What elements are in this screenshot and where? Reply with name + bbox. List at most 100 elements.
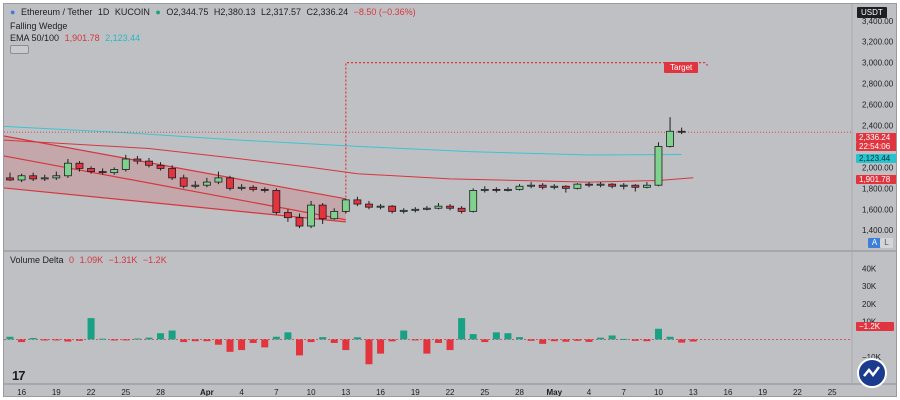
pattern-label: Falling Wedge — [10, 21, 68, 31]
pattern-legend[interactable]: Falling Wedge — [10, 21, 70, 31]
candle — [145, 160, 153, 166]
log-scale-button[interactable]: L — [880, 238, 893, 248]
time-tick-label: 10 — [654, 388, 663, 397]
volume-tick-label: 40K — [862, 264, 877, 273]
candle — [52, 175, 61, 179]
symbol-legend: ● Ethereum / Tether 1D KUCOIN ● O2,344.7… — [10, 7, 419, 17]
price-chart-svg[interactable]: 1,400.001,600.001,800.002,000.002,200.00… — [4, 4, 897, 397]
time-tick-label: 22 — [793, 388, 802, 397]
volume-bar — [585, 339, 593, 342]
volume-bar — [191, 339, 199, 342]
volume-bar — [342, 339, 350, 351]
volume-bar — [168, 330, 176, 340]
volume-bar — [18, 339, 26, 343]
price-tick-label: 2,600.00 — [862, 101, 894, 110]
volume-bar — [550, 339, 558, 342]
volume-bar — [527, 339, 535, 341]
pair-title[interactable]: Ethereum / Tether — [20, 7, 93, 17]
candle — [341, 199, 350, 212]
volume-bar — [643, 339, 651, 342]
ema50-price-label: 1,901.78 — [856, 175, 896, 184]
interval-label[interactable]: 1D — [97, 7, 110, 17]
ema100-price-label: 2,123.44 — [856, 154, 896, 163]
volume-bar — [516, 337, 524, 340]
time-tick-label: 25 — [828, 388, 837, 397]
volume-bar — [608, 335, 616, 340]
countdown-label: 22:54:06 — [856, 142, 896, 151]
candle — [504, 188, 512, 191]
candle — [110, 169, 119, 174]
volume-v2: −1.31K — [108, 255, 138, 265]
price-tick-label: 1,800.00 — [862, 184, 894, 193]
candle — [631, 184, 640, 188]
candle — [330, 210, 339, 220]
time-tick-label: 16 — [724, 388, 733, 397]
ema50-line — [4, 139, 694, 183]
volume-v3: −1.2K — [142, 255, 167, 265]
candle — [365, 203, 373, 208]
candle — [87, 168, 95, 172]
time-tick-label: 22 — [87, 388, 96, 397]
volume-bar — [573, 339, 581, 341]
volume-bar — [492, 332, 500, 340]
volume-bar — [400, 330, 408, 340]
candle — [585, 183, 593, 186]
volume-bar — [307, 339, 315, 343]
time-tick-label: 22 — [446, 388, 455, 397]
candle — [527, 184, 535, 187]
price-tick-label: 2,400.00 — [862, 122, 894, 131]
ema-legend[interactable]: EMA 50/100 1,901.78 2,123.44 — [10, 33, 143, 43]
ema50-value: 1,901.78 — [64, 33, 100, 43]
volume-bar — [562, 339, 570, 342]
volume-bar — [296, 339, 303, 356]
candle — [191, 184, 200, 187]
candle — [260, 188, 269, 191]
volume-bar — [75, 339, 83, 341]
chart-frame: 1,400.001,600.001,800.002,000.002,200.00… — [3, 3, 897, 397]
candle — [619, 184, 628, 187]
candle — [121, 158, 130, 170]
volume-bar — [87, 318, 95, 340]
auto-scale-button[interactable]: A — [868, 238, 881, 248]
candle — [677, 130, 686, 133]
last-price-label: 2,336.24 — [856, 133, 896, 142]
volume-bar — [319, 337, 327, 340]
time-tick-label: 16 — [17, 388, 26, 397]
high-value: H2,380.13 — [213, 7, 256, 17]
candle — [318, 204, 327, 220]
candle — [550, 185, 559, 188]
change-value: −8.50 (−0.36%) — [353, 7, 416, 17]
candle — [434, 205, 443, 209]
volume-bar — [157, 333, 165, 340]
volume-bar — [284, 332, 292, 340]
volume-bar — [353, 337, 361, 340]
tradingview-logo[interactable]: 17 — [12, 368, 26, 383]
price-tick-label: 1,400.00 — [862, 226, 894, 235]
volume-tick-label: −10K — [862, 353, 882, 362]
collapse-legend-button[interactable] — [10, 45, 29, 54]
candle — [75, 162, 84, 169]
ema100-value: 2,123.44 — [105, 33, 141, 43]
volume-bar — [261, 339, 269, 348]
time-tick-label: 28 — [515, 388, 524, 397]
volume-legend[interactable]: Volume Delta 0 1.09K −1.31K −1.2K — [10, 255, 170, 265]
candle — [573, 183, 582, 189]
wedge-upper-line — [4, 135, 346, 200]
volume-bar — [654, 328, 662, 340]
price-tick-label: 3,200.00 — [862, 38, 894, 47]
currency-selector[interactable]: USDT — [857, 7, 887, 18]
candle — [29, 175, 38, 180]
watermark-wave-icon — [863, 366, 880, 378]
candle — [457, 207, 466, 212]
candle — [226, 177, 234, 189]
target-line — [345, 62, 710, 214]
price-tick-label: 2,000.00 — [862, 163, 894, 172]
candle — [654, 146, 663, 186]
candle — [399, 209, 408, 212]
price-tick-label: 3,000.00 — [862, 59, 894, 68]
time-tick-label: May — [546, 388, 562, 397]
volume-bar — [99, 338, 107, 340]
volume-bar — [469, 334, 477, 340]
candle — [214, 177, 223, 183]
price-tick-label: 2,800.00 — [862, 80, 894, 89]
